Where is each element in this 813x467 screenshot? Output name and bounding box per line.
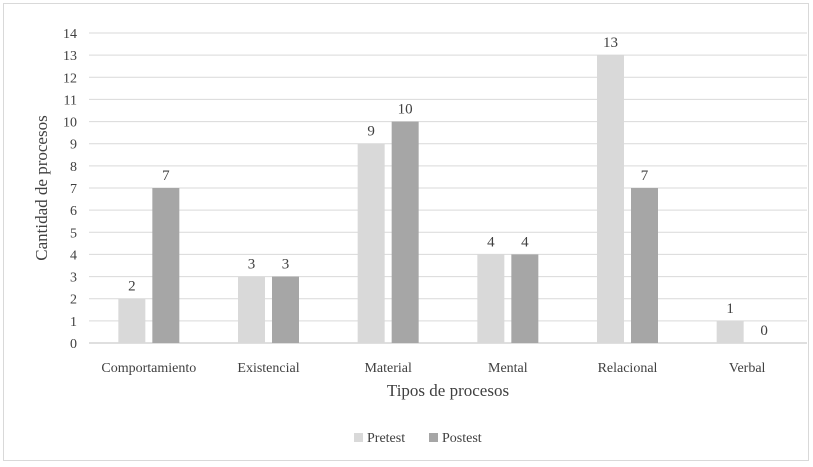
data-label: 4 [521,234,529,250]
data-label: 3 [282,257,290,273]
bar-pretest-material [357,143,385,343]
bar-pretest-relacional [597,55,624,344]
data-label: 3 [248,257,256,273]
gridlines [89,32,807,344]
data-label: 13 [603,35,618,51]
y-tick-label: 11 [64,93,77,108]
y-tick-label: 4 [70,248,77,263]
x-tick-label: Comportamiento [101,361,196,376]
legend: Pretest Postest [354,431,482,446]
bar-pretest-verbal [716,320,744,343]
chart-frame: 0 1 2 3 4 5 6 7 8 9 10 11 12 13 14 2 7 3 3 9 10 4 4 13 7 1 0 Comp… [3,3,809,461]
bar-postest-comportamiento [152,188,180,343]
y-tick-label: 1 [70,315,77,330]
x-tick-label: Existencial [237,361,299,376]
bar-pretest-comportamiento [118,298,146,343]
y-tick-label: 0 [70,337,77,352]
legend-label-pretest: Pretest [367,431,405,446]
data-label: 1 [726,301,734,317]
legend-swatch-postest [429,433,438,442]
y-tick-label: 3 [70,271,77,286]
data-label: 9 [367,124,375,140]
x-tick-label: Verbal [729,361,766,376]
data-label: 7 [641,168,649,184]
y-tick-label: 14 [63,27,77,42]
y-tick-label: 6 [70,204,77,219]
y-tick-label: 2 [70,293,77,308]
legend-swatch-pretest [354,433,363,442]
bar-postest-material [391,121,419,343]
y-tick-label: 12 [63,71,77,86]
bar-postest-existencial [272,276,299,343]
y-tick-label: 13 [63,49,77,64]
legend-label-postest: Postest [442,431,482,446]
y-tick-label: 10 [63,116,77,131]
data-label: 4 [487,234,495,250]
bar-postest-relacional [631,188,658,343]
x-axis-title: Tipos de procesos [387,381,509,400]
data-label: 0 [760,323,768,339]
data-label: 2 [128,279,136,295]
y-axis-title: Cantidad de procesos [32,115,51,260]
bars [118,55,744,344]
data-label: 7 [162,168,170,184]
bar-pretest-mental [477,254,505,343]
y-tick-label: 5 [70,226,77,241]
x-tick-label: Relacional [598,361,658,376]
y-tick-label: 9 [70,138,77,153]
bar-postest-mental [511,254,539,343]
x-tick-label: Mental [488,361,528,376]
y-tick-label: 8 [70,160,77,175]
x-tick-labels: Comportamiento Existencial Material Mental R… [101,361,765,376]
bar-pretest-existencial [238,276,265,343]
x-tick-label: Material [364,361,412,376]
y-tick-label: 7 [70,182,77,197]
data-label: 10 [398,102,413,118]
